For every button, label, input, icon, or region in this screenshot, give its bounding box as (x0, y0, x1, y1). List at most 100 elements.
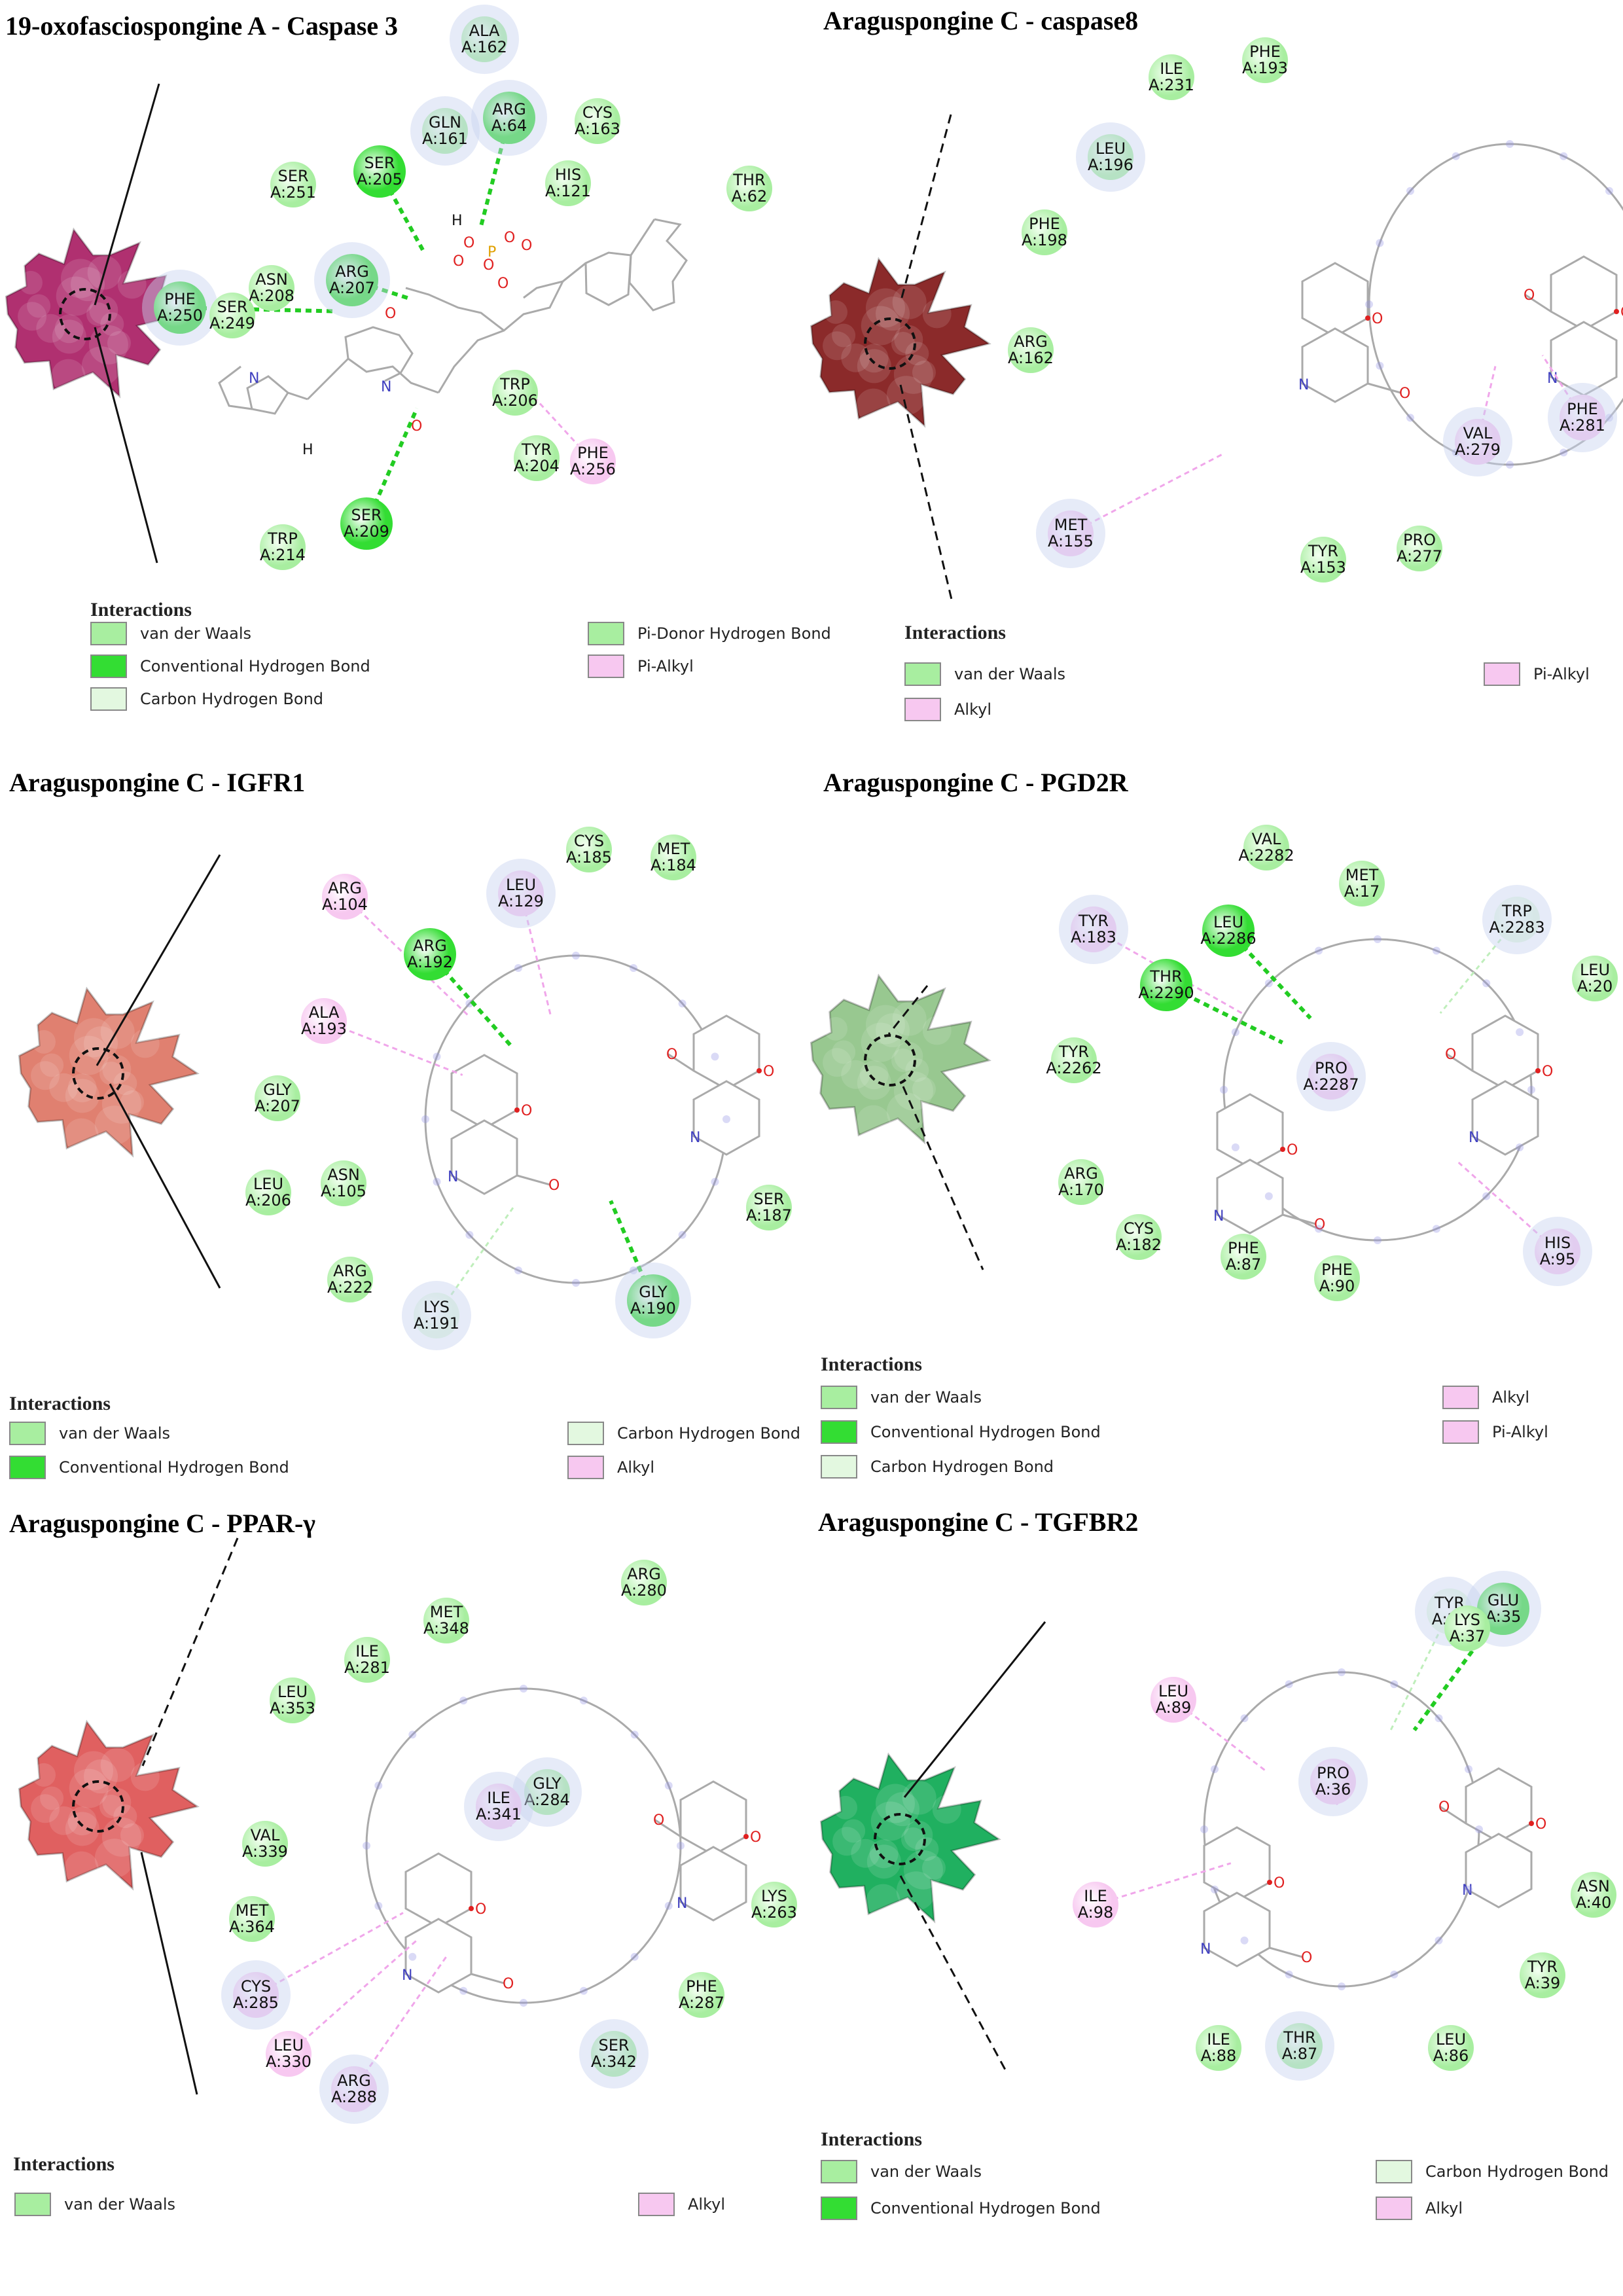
residue-name: ILE (1084, 1887, 1107, 1905)
svg-text:N: N (1298, 377, 1309, 393)
residue-leu-129: LEU A:129 (486, 859, 556, 928)
residue-trp-2283: TRP A:2283 (1482, 885, 1552, 954)
residue-id: A:353 (270, 1699, 315, 1717)
residue-name: PHE (1249, 43, 1281, 61)
zoom-lines (899, 1621, 1046, 2072)
residue-id: A:279 (1455, 440, 1501, 459)
residue-lys-191: LYS A:191 (402, 1281, 471, 1350)
legend-label: Conventional Hydrogen Bond (870, 2199, 1101, 2217)
residue-id: A:231 (1149, 76, 1194, 94)
interaction-diagram: N O N O O O (810, 919, 1559, 1270)
legend-title: Interactions (90, 599, 192, 620)
residue-name: LYS (1454, 1611, 1481, 1629)
svg-text:N: N (1547, 370, 1558, 387)
residue-id: A:129 (498, 892, 544, 910)
residue-met-17: MET A:17 (1339, 861, 1385, 906)
residue-name: THR (1283, 2028, 1316, 2047)
legend-swatch (1376, 2197, 1412, 2220)
legend-swatch (567, 1456, 604, 1479)
protein-surface (18, 986, 200, 1158)
residue-id: A:121 (545, 182, 591, 200)
legend-label: van der Waals (59, 1424, 171, 1443)
residue-name: CYS (582, 103, 613, 122)
residue-name: MET (1345, 866, 1379, 884)
residue-leu-353: LEU A:353 (270, 1677, 315, 1723)
svg-text:O: O (521, 1103, 532, 1119)
residue-id: A:155 (1048, 532, 1094, 550)
residue-met-348: MET A:348 (423, 1598, 469, 1643)
residue-id: A:89 (1155, 1698, 1192, 1717)
interaction-diagram: N O N O O O (819, 1607, 1546, 2072)
svg-text:O: O (463, 235, 474, 251)
legend-swatch (588, 655, 624, 678)
residue-id: A:184 (651, 856, 696, 874)
residue-name: ALA (469, 22, 500, 40)
panel-title: Araguspongine C - PGD2R (823, 768, 1128, 797)
svg-text:O: O (503, 1976, 514, 1992)
residue-ser-342: SER A:342 (579, 2019, 649, 2089)
panel-title: Araguspongine C - PPAR-γ (9, 1509, 315, 1538)
residue-id: A:163 (575, 120, 620, 138)
legend-swatch (821, 1455, 857, 1479)
legend-swatch (821, 1420, 857, 1444)
residue-cys-285: CYS A:285 (221, 1960, 291, 2030)
residue-id: A:205 (357, 170, 402, 188)
residue-name: PHE (686, 1977, 717, 1996)
residue-id: A:20 (1577, 977, 1613, 996)
residue-name: ARG (1064, 1164, 1098, 1183)
residue-name: CYS (1123, 1219, 1154, 1238)
svg-text:O: O (1620, 304, 1623, 321)
residue-name: LEU (1435, 2030, 1467, 2049)
residue-id: A:39 (1524, 1974, 1561, 1992)
residue-id: A:185 (566, 848, 612, 867)
residue-id: A:183 (1071, 928, 1116, 946)
legend-item: van der Waals (904, 662, 1065, 686)
legend-swatch (9, 1456, 46, 1479)
residue-id: A:2290 (1138, 984, 1194, 1002)
residue-id: A:284 (524, 1791, 570, 1809)
residue-id: A:250 (157, 306, 203, 325)
svg-text:N: N (249, 370, 259, 387)
svg-text:O: O (1301, 1950, 1312, 1966)
residue-phe-256: PHE A:256 (570, 439, 616, 484)
svg-text:O: O (504, 230, 515, 246)
legend-label: Conventional Hydrogen Bond (140, 657, 370, 675)
residue-name: HIS (554, 166, 582, 184)
residue-id: A:285 (233, 1994, 279, 2012)
svg-text:N: N (1200, 1941, 1211, 1958)
legend-label: Carbon Hydrogen Bond (617, 1424, 801, 1443)
residue-id: A:207 (255, 1097, 300, 1115)
residue-id: A:281 (344, 1659, 390, 1677)
residue-gly-284: GLY A:284 (512, 1757, 582, 1827)
residue-id: A:90 (1319, 1277, 1355, 1295)
residue-asn-105: ASN A:105 (321, 1160, 366, 1206)
residue-id: A:190 (630, 1299, 676, 1318)
residue-met-364: MET A:364 (229, 1896, 275, 1942)
svg-text:O: O (411, 418, 422, 435)
residue-id: A:206 (492, 391, 538, 410)
residue-met-155: MET A:155 (1036, 499, 1105, 568)
residue-id: A:182 (1116, 1236, 1162, 1254)
legend-label: van der Waals (870, 1388, 982, 1407)
residue-id: A:2262 (1046, 1059, 1102, 1077)
svg-text:N: N (1213, 1208, 1224, 1225)
binding-site-marker (72, 1047, 124, 1100)
residue-name: ARG (627, 1565, 661, 1583)
legend-label: Conventional Hydrogen Bond (59, 1458, 289, 1477)
legend-label: van der Waals (954, 665, 1066, 683)
residue-arg-104: ARG A:104 (322, 874, 368, 920)
binding-site-marker (874, 1813, 926, 1865)
residue-name: SER (351, 506, 382, 524)
residue-id: A:193 (301, 1020, 347, 1038)
legend-label: Conventional Hydrogen Bond (870, 1423, 1101, 1441)
residue-name: TRP (268, 529, 298, 548)
residue-asn-40: ASN A:40 (1571, 1872, 1616, 1918)
residue-name: MET (1054, 516, 1088, 534)
svg-text:N: N (1469, 1130, 1479, 1146)
legend-swatch (90, 687, 127, 711)
residue-ser-205: SER A:205 (353, 145, 406, 198)
legend-label: Alkyl (1492, 1388, 1529, 1407)
legend-label: Pi-Alkyl (1492, 1423, 1548, 1441)
legend-item: van der Waals (821, 2160, 982, 2183)
zoom-lines (887, 985, 984, 1270)
